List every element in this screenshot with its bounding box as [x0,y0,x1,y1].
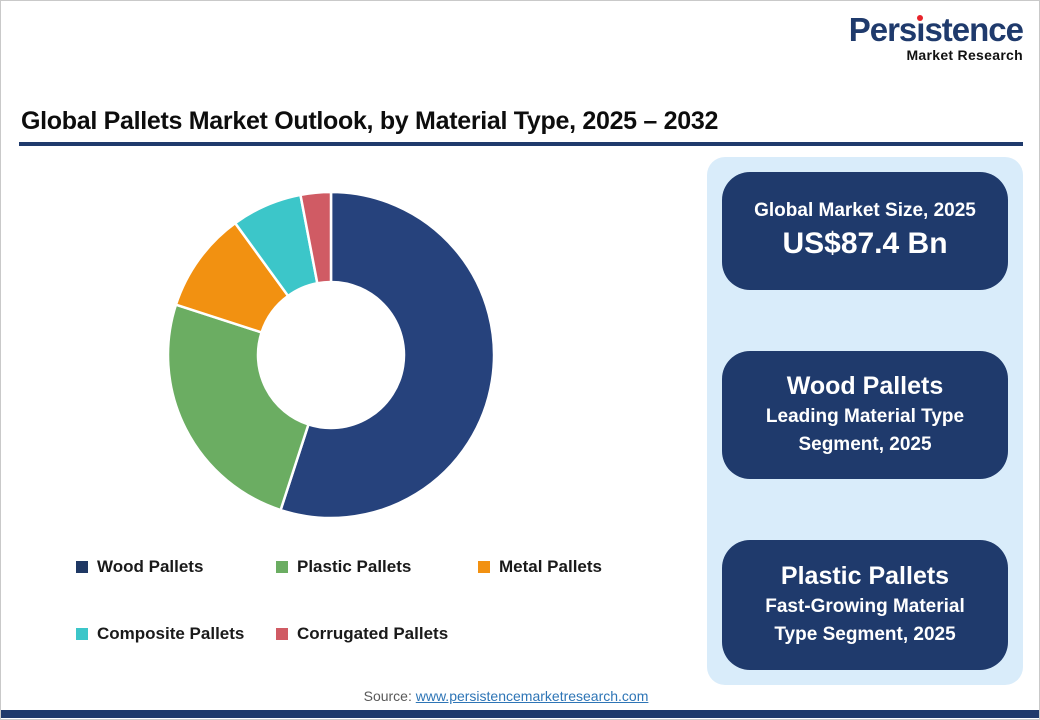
donut-chart [149,173,513,537]
logo-tagline: Market Research [906,47,1023,63]
logo-dotless-i: ı [916,11,925,48]
title-underline [19,142,1023,146]
market-size-card: Global Market Size, 2025 US$87.4 Bn [722,172,1008,290]
legend-item-metal-pallets: Metal Pallets [478,557,648,577]
chart-legend: Wood Pallets Plastic Pallets Metal Pallets… [76,557,648,644]
donut-svg [166,190,496,520]
source-link[interactable]: www.persistencemarketresearch.com [415,688,649,704]
logo-text-pre: Pers [848,11,918,48]
source-line: Source: www.persistencemarketresearch.co… [1,688,1011,704]
market-size-value: US$87.4 Bn [782,227,948,261]
donut-slice-wood-pallets [279,190,496,520]
legend-swatch-icon [76,561,88,573]
fast-growing-segment-title: Plastic Pallets [780,562,950,591]
logo-wordmark: Persı stence [848,11,1024,48]
legend-swatch-icon [276,628,288,640]
legend-label: Corrugated Pallets [297,624,449,643]
logo-letter-i: ı [916,11,925,48]
source-label: Source: [363,688,412,704]
highlights-panel: Global Market Size, 2025 US$87.4 Bn Wood… [707,157,1023,685]
legend-swatch-icon [478,561,490,573]
leading-segment-title: Wood Pallets [786,372,944,401]
legend-item-corrugated-pallets: Corrugated Pallets [276,624,478,644]
legend-item-composite-pallets: Composite Pallets [76,624,276,644]
market-size-card-title: Global Market Size, 2025 [754,200,976,222]
leading-segment-subtitle: Leading Material Type Segment, 2025 [765,405,965,456]
fast-growing-segment-card: Plastic Pallets Fast-Growing Material Ty… [722,540,1008,670]
legend-item-wood-pallets: Wood Pallets [76,557,276,577]
donut-slice-corrugated-pallets [299,190,333,285]
page-title: Global Pallets Market Outlook, by Materi… [21,107,719,135]
pmr-logo: Persı stence Market Research [848,11,1024,63]
logo-red-dot-icon [917,15,924,21]
bottom-accent-bar [1,710,1039,718]
legend-swatch-icon [276,561,288,573]
legend-label: Metal Pallets [499,557,602,576]
legend-label: Plastic Pallets [297,557,412,576]
logo-text-post: stence [924,11,1024,48]
legend-swatch-icon [76,628,88,640]
legend-label: Wood Pallets [97,557,204,576]
leading-segment-card: Wood Pallets Leading Material Type Segme… [722,351,1008,479]
legend-label: Composite Pallets [97,624,245,643]
legend-item-plastic-pallets: Plastic Pallets [276,557,478,577]
donut-slice-plastic-pallets [166,303,310,512]
fast-growing-segment-subtitle: Fast-Growing Material Type Segment, 2025 [765,595,965,646]
